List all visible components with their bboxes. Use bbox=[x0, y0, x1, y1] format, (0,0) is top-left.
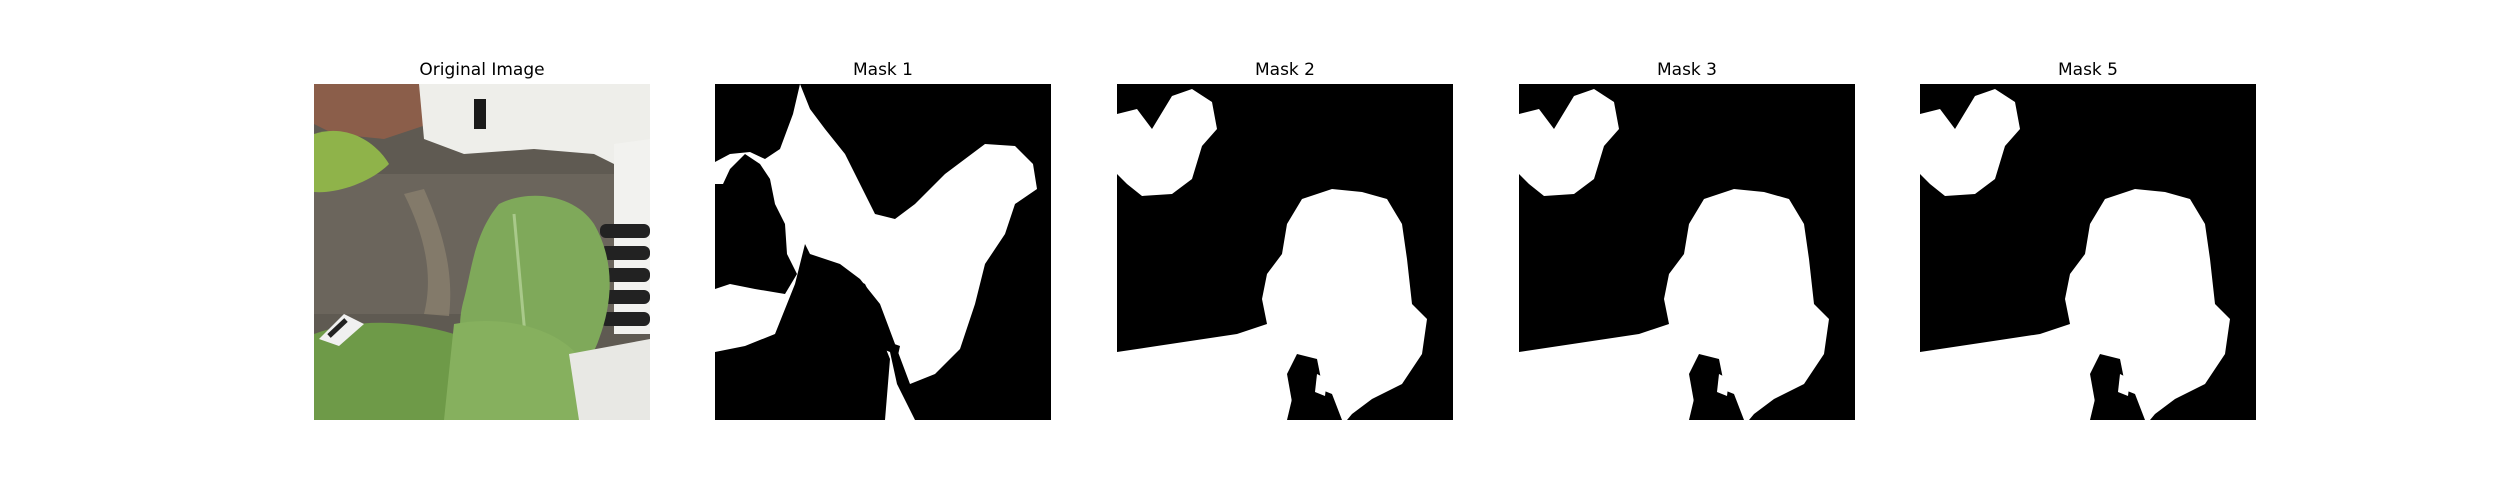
panel-title: Mask 5 bbox=[2057, 60, 2118, 80]
panel-title: Mask 1 bbox=[852, 60, 913, 80]
mask-5-drawing bbox=[1920, 84, 2256, 420]
mask-image bbox=[715, 84, 1051, 420]
mask-1-drawing bbox=[715, 84, 1051, 420]
panel-title: Mask 2 bbox=[1254, 60, 1315, 80]
original-photo-drawing bbox=[314, 84, 650, 420]
mask-image bbox=[1920, 84, 2256, 420]
mask-2-drawing bbox=[1117, 84, 1453, 420]
mask-image bbox=[1519, 84, 1855, 420]
original-photo bbox=[314, 84, 650, 420]
mask-image bbox=[1117, 84, 1453, 420]
panel-title: Mask 3 bbox=[1656, 60, 1717, 80]
mask-3-drawing bbox=[1519, 84, 1855, 420]
panel-title: Original Image bbox=[419, 60, 545, 80]
